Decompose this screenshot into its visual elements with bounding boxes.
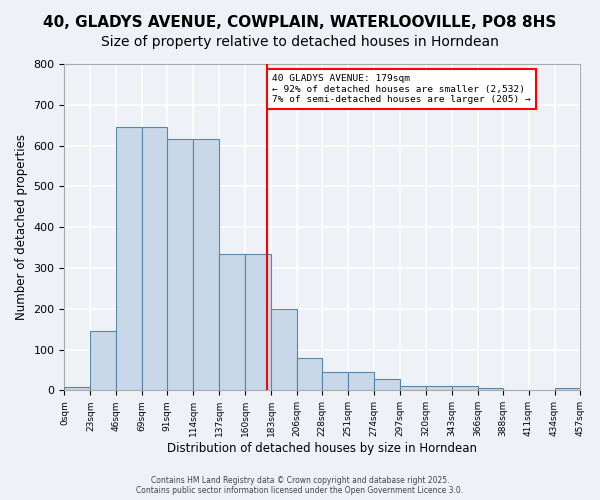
Bar xyxy=(91,331,116,390)
Bar xyxy=(219,254,245,390)
Bar xyxy=(554,388,580,390)
Bar xyxy=(297,358,322,390)
Bar xyxy=(64,388,91,390)
Bar xyxy=(245,254,271,390)
Bar xyxy=(426,386,452,390)
Bar xyxy=(142,127,167,390)
Bar xyxy=(400,386,426,390)
Bar xyxy=(374,379,400,390)
Bar xyxy=(167,140,193,390)
Bar xyxy=(116,127,142,390)
Bar xyxy=(271,309,297,390)
X-axis label: Distribution of detached houses by size in Horndean: Distribution of detached houses by size … xyxy=(167,442,478,455)
Text: 40 GLADYS AVENUE: 179sqm
← 92% of detached houses are smaller (2,532)
7% of semi: 40 GLADYS AVENUE: 179sqm ← 92% of detach… xyxy=(272,74,531,104)
Bar xyxy=(322,372,348,390)
Bar xyxy=(348,372,374,390)
Text: 40, GLADYS AVENUE, COWPLAIN, WATERLOOVILLE, PO8 8HS: 40, GLADYS AVENUE, COWPLAIN, WATERLOOVIL… xyxy=(43,15,557,30)
Text: Contains HM Land Registry data © Crown copyright and database right 2025.
Contai: Contains HM Land Registry data © Crown c… xyxy=(136,476,464,495)
Y-axis label: Number of detached properties: Number of detached properties xyxy=(15,134,28,320)
Text: Size of property relative to detached houses in Horndean: Size of property relative to detached ho… xyxy=(101,35,499,49)
Bar xyxy=(193,140,219,390)
Bar xyxy=(478,388,503,390)
Bar xyxy=(452,386,478,390)
